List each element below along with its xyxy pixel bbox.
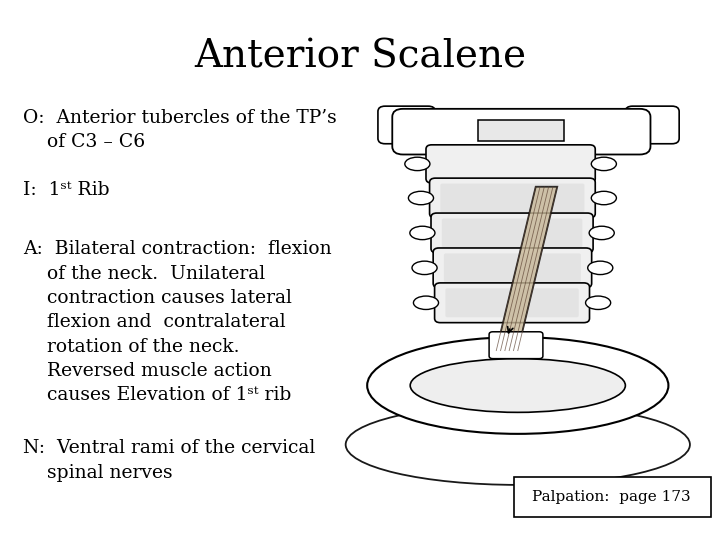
FancyBboxPatch shape bbox=[378, 106, 436, 144]
FancyBboxPatch shape bbox=[442, 218, 582, 247]
FancyBboxPatch shape bbox=[489, 332, 543, 359]
Ellipse shape bbox=[588, 261, 613, 274]
FancyBboxPatch shape bbox=[433, 248, 592, 288]
Ellipse shape bbox=[367, 337, 668, 434]
FancyBboxPatch shape bbox=[435, 283, 590, 322]
FancyBboxPatch shape bbox=[626, 106, 679, 144]
FancyBboxPatch shape bbox=[392, 109, 650, 154]
Text: Palpation:  page 173: Palpation: page 173 bbox=[531, 490, 690, 504]
FancyBboxPatch shape bbox=[514, 477, 711, 517]
Ellipse shape bbox=[591, 157, 616, 171]
Polygon shape bbox=[496, 187, 557, 350]
FancyBboxPatch shape bbox=[446, 288, 579, 318]
FancyBboxPatch shape bbox=[441, 184, 585, 213]
FancyBboxPatch shape bbox=[430, 178, 595, 218]
Text: O:  Anterior tubercles of the TP’s
    of C3 – C6: O: Anterior tubercles of the TP’s of C3 … bbox=[23, 109, 337, 151]
Ellipse shape bbox=[413, 296, 438, 309]
Ellipse shape bbox=[408, 191, 433, 205]
Text: A:  Bilateral contraction:  flexion
    of the neck.  Unilateral
    contraction: A: Bilateral contraction: flexion of the… bbox=[23, 240, 331, 404]
FancyBboxPatch shape bbox=[431, 213, 593, 253]
Ellipse shape bbox=[410, 359, 626, 413]
Ellipse shape bbox=[589, 226, 614, 240]
Ellipse shape bbox=[410, 226, 435, 240]
Text: I:  1ˢᵗ Rib: I: 1ˢᵗ Rib bbox=[23, 181, 109, 199]
FancyBboxPatch shape bbox=[426, 145, 595, 183]
Text: Anterior Scalene: Anterior Scalene bbox=[194, 39, 526, 76]
Text: N:  Ventral rami of the cervical
    spinal nerves: N: Ventral rami of the cervical spinal n… bbox=[23, 439, 315, 482]
Ellipse shape bbox=[585, 296, 611, 309]
FancyBboxPatch shape bbox=[444, 253, 581, 282]
Ellipse shape bbox=[346, 404, 690, 485]
Bar bbox=[478, 119, 564, 141]
Ellipse shape bbox=[412, 261, 437, 274]
Ellipse shape bbox=[591, 191, 616, 205]
Ellipse shape bbox=[405, 157, 430, 171]
